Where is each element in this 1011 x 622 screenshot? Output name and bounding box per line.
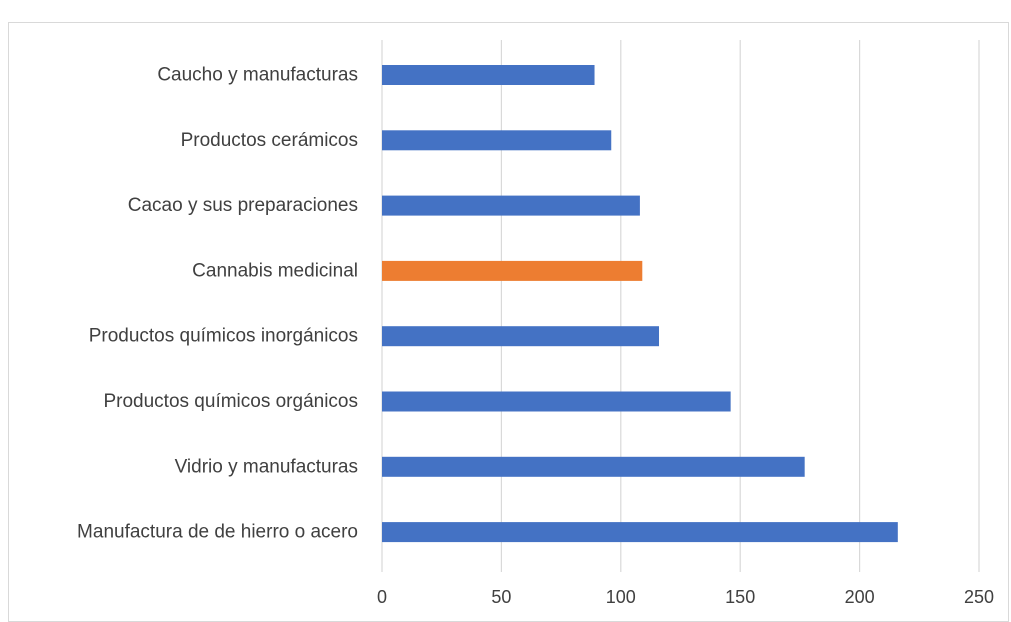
bar — [382, 391, 731, 412]
bar — [382, 130, 612, 151]
category-label: Productos químicos orgánicos — [103, 391, 358, 412]
bar — [382, 260, 643, 281]
category-label: Manufactura de de hierro o acero — [77, 522, 358, 543]
category-labels: Caucho y manufacturas Productos cerámicos… — [77, 65, 358, 543]
bar — [382, 522, 898, 543]
category-label: Cacao y sus preparaciones — [128, 195, 358, 216]
x-tick-label: 0 — [377, 587, 387, 607]
category-label: Productos cerámicos — [181, 130, 358, 151]
bar — [382, 195, 640, 216]
bars — [382, 65, 898, 543]
bar — [382, 326, 660, 347]
x-tick-label: 250 — [964, 587, 994, 607]
x-tick-label: 200 — [845, 587, 875, 607]
bar — [382, 65, 595, 85]
category-label: Vidrio y manufacturas — [175, 456, 358, 477]
category-label: Caucho y manufacturas — [157, 65, 358, 86]
category-label: Productos químicos inorgánicos — [89, 326, 358, 347]
x-tick-label: 50 — [491, 587, 511, 607]
category-label: Cannabis medicinal — [192, 260, 358, 281]
x-tick-label: 100 — [606, 587, 636, 607]
x-tick-label: 150 — [725, 587, 755, 607]
bar — [382, 456, 805, 477]
gridlines — [381, 40, 980, 572]
x-tick-labels: 0 50 100 150 200 250 — [377, 587, 994, 607]
chart-frame — [8, 22, 1009, 622]
